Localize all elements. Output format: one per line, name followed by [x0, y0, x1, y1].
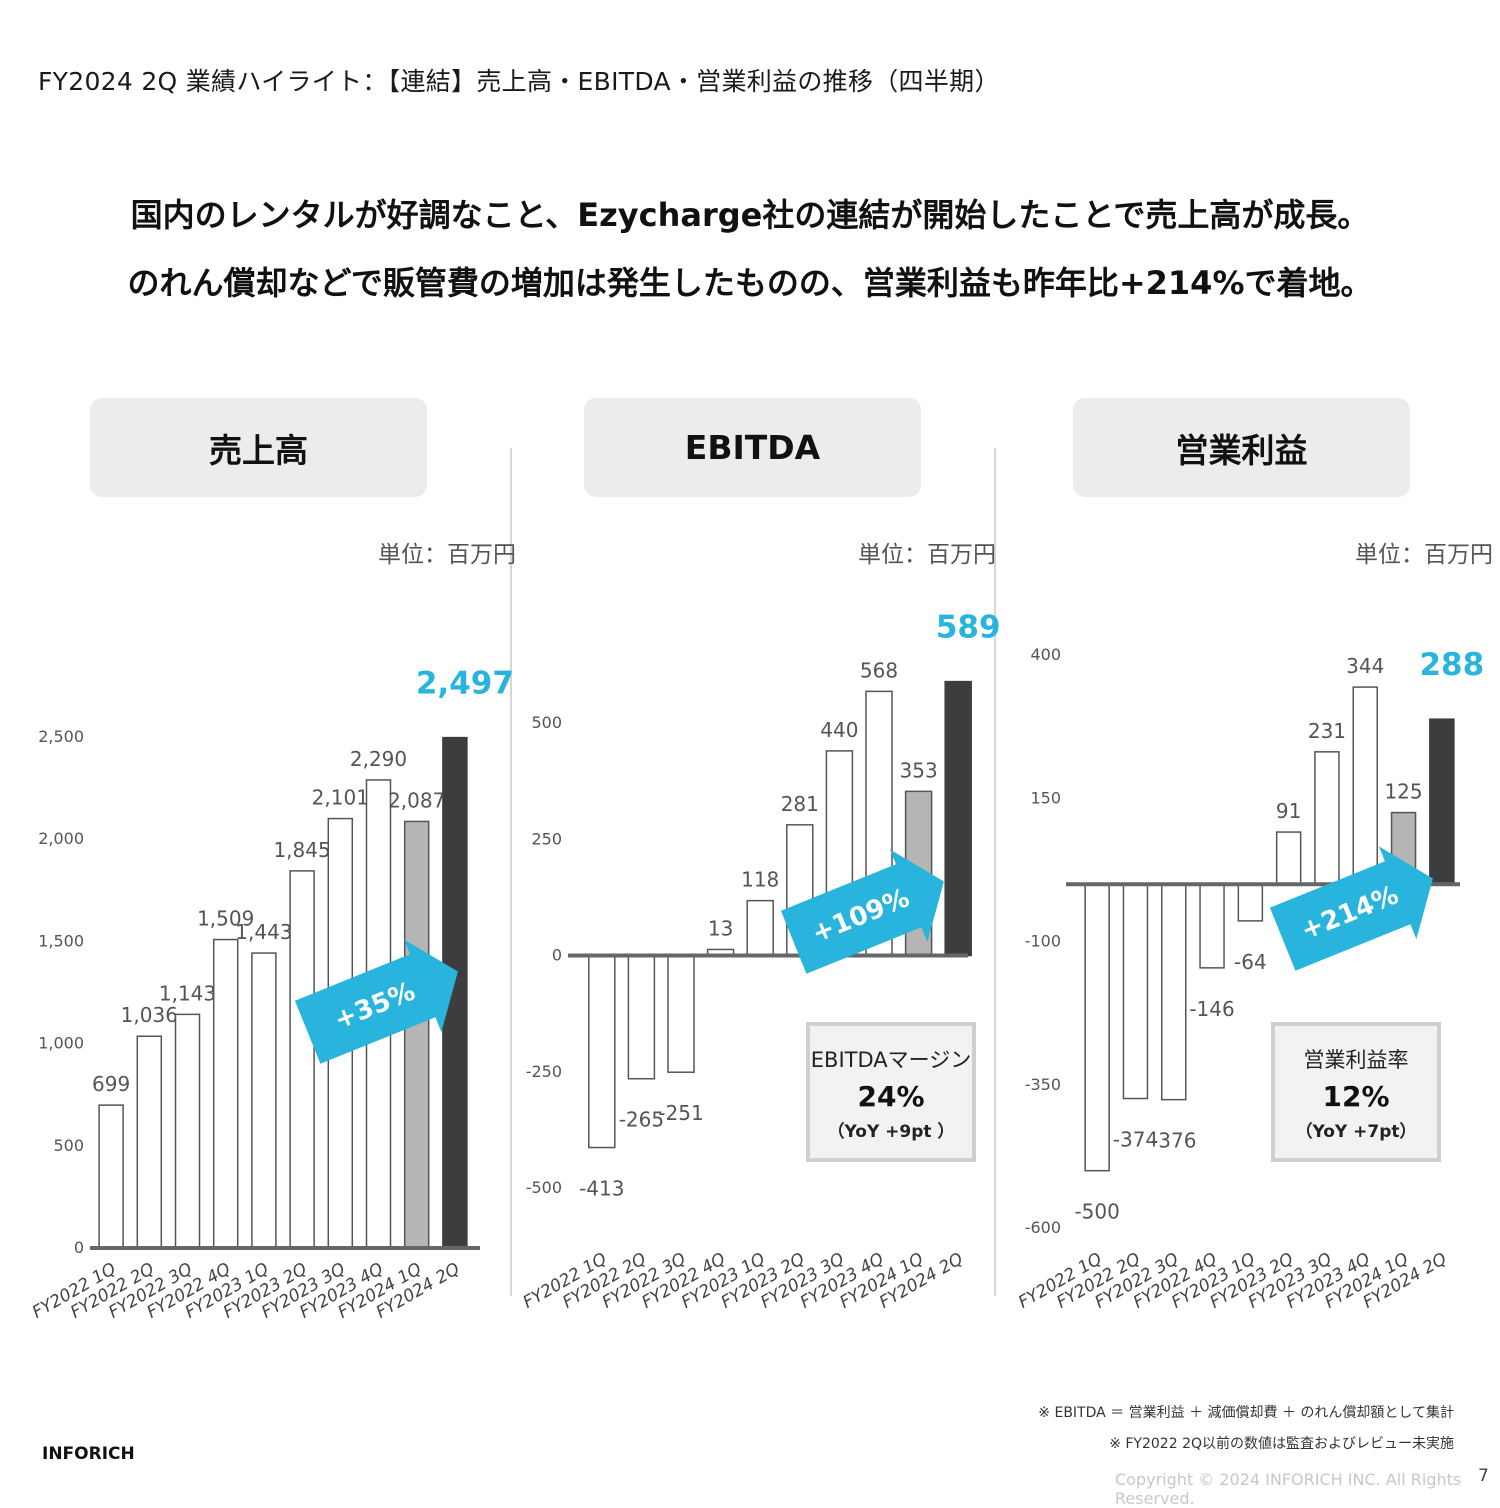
operating-profit-bar	[1314, 751, 1340, 885]
panel-title-ebitda: EBITDA	[584, 398, 921, 497]
ebitda-value-label: 13	[708, 916, 733, 940]
ebitda-value-label: -265	[619, 1108, 664, 1132]
revenue-bar	[212, 938, 239, 1249]
ebitda-value-label: 118	[741, 868, 779, 892]
operating-profit-bar	[1161, 883, 1187, 1101]
ebitda-bar	[588, 954, 616, 1149]
revenue-growth-arrow-shape	[294, 939, 458, 1064]
revenue-bar	[442, 736, 468, 1249]
ebitda-value-label: 281	[781, 792, 819, 816]
operating-profit-value-label: -500	[1074, 1200, 1119, 1224]
revenue-value-label: 2,101	[312, 786, 369, 810]
revenue-bar	[251, 952, 277, 1249]
revenue-value-label: 2,497	[416, 666, 514, 702]
operating-profit-ytick-label: 150	[1030, 788, 1061, 807]
operating-profit-ytick-label: -350	[1025, 1075, 1061, 1094]
ebitda-bar	[667, 954, 695, 1073]
operating-profit-bar	[1084, 883, 1110, 1172]
company-logo: INFORICH	[42, 1444, 135, 1464]
revenue-ytick-label: 1,500	[38, 931, 84, 950]
operating-profit-ytick-label: -600	[1025, 1218, 1061, 1237]
page-title: FY2024 2Q 業績ハイライト：【連結】売上高・EBITDA・営業利益の推移…	[38, 67, 1000, 96]
ebitda-margin-box: EBITDAマージン 24% （YoY +9pt ）	[806, 1022, 976, 1162]
revenue-bar	[174, 1013, 201, 1249]
operating-profit-bar	[1237, 883, 1264, 922]
ebitda-margin-label: EBITDAマージン	[810, 1048, 972, 1072]
revenue-ytick-label: 0	[74, 1238, 84, 1257]
revenue-value-label: 699	[92, 1072, 130, 1096]
revenue-bar	[136, 1035, 163, 1249]
revenue-bar	[403, 820, 430, 1249]
ebitda-ytick-label: 500	[531, 713, 562, 732]
operating-profit-value-label: 231	[1308, 719, 1346, 743]
panel-divider	[510, 448, 512, 1296]
operating-profit-value-label: -146	[1189, 997, 1234, 1021]
panel-title-revenue: 売上高	[90, 398, 427, 497]
operating-profit-value-label: 288	[1419, 647, 1484, 683]
footnote-ebitda-definition: ※ EBITDA ＝ 営業利益 ＋ 減価償却費 ＋ のれん償却額として集計	[1038, 1405, 1454, 1421]
revenue-value-label: 1,443	[235, 920, 292, 944]
ebitda-value-label: -251	[658, 1101, 703, 1125]
operating-margin-box: 営業利益率 12% （YoY +7pt）	[1271, 1022, 1441, 1162]
ebitda-value-label: 353	[900, 758, 938, 782]
ebitda-value-label: 440	[820, 718, 858, 742]
page-number: 7	[1478, 1466, 1489, 1486]
operating-profit-value-label: 91	[1276, 799, 1301, 823]
revenue-value-label: 1,509	[197, 907, 254, 931]
ebitda-ytick-label: 250	[531, 829, 562, 848]
ebitda-value-label: 589	[936, 610, 1001, 646]
ebitda-bar	[944, 680, 972, 957]
ebitda-growth-arrow-shape	[780, 849, 944, 974]
revenue-value-label: 1,845	[273, 838, 330, 862]
ebitda-value-label: -413	[579, 1177, 624, 1201]
operating-profit-value-label: 344	[1346, 654, 1384, 678]
ebitda-growth-arrow: +109%	[780, 849, 944, 974]
operating-profit-bar	[1199, 883, 1225, 969]
revenue-value-label: 2,087	[388, 788, 445, 812]
revenue-ytick-label: 1,000	[38, 1034, 84, 1053]
unit-label-ebitda: 単位：百万円	[858, 542, 996, 568]
operating-profit-ytick-label: 400	[1030, 645, 1061, 664]
ebitda-bar	[746, 899, 774, 957]
operating-profit-bar	[1275, 831, 1302, 885]
operating-profit-bar	[1429, 718, 1455, 885]
panel-title-operating-profit: 営業利益	[1073, 398, 1410, 497]
revenue-growth-arrow: +35%	[294, 939, 458, 1064]
ebitda-ytick-label: -500	[526, 1178, 562, 1197]
operating-profit-bar	[1352, 686, 1378, 885]
operating-profit-value-label: -376	[1151, 1129, 1196, 1153]
unit-label-revenue: 単位：百万円	[378, 542, 516, 568]
operating-profit-value-label: -374	[1113, 1128, 1158, 1152]
headline-line-2: のれん償却などで販管費の増加は発生したものの、営業利益も昨年比+214%で着地。	[127, 264, 1373, 302]
unit-label-operating-profit: 単位：百万円	[1355, 542, 1493, 568]
revenue-ytick-label: 500	[53, 1136, 84, 1155]
operating-profit-value-label: 125	[1384, 780, 1422, 804]
ebitda-margin-yoy: （YoY +9pt ）	[827, 1122, 955, 1142]
ebitda-ytick-label: -250	[526, 1062, 562, 1081]
operating-margin-value: 12%	[1322, 1080, 1390, 1113]
panel-divider	[994, 448, 996, 1296]
footnote-audit: ※ FY2022 2Q以前の数値は監査およびレビュー未実施	[1109, 1436, 1454, 1452]
operating-margin-yoy: （YoY +7pt）	[1295, 1122, 1417, 1142]
operating-margin-label: 営業利益率	[1303, 1048, 1409, 1072]
headline-line-1: 国内のレンタルが好調なこと、Ezycharge社の連結が開始したことで売上高が成…	[130, 196, 1370, 234]
revenue-bar	[289, 870, 315, 1249]
revenue-bar	[98, 1104, 124, 1249]
ebitda-bar	[627, 954, 656, 1080]
revenue-value-label: 1,036	[121, 1003, 178, 1027]
operating-profit-value-label: -64	[1234, 950, 1267, 974]
operating-profit-bar	[1122, 883, 1149, 1100]
ebitda-value-label: 568	[860, 658, 898, 682]
revenue-value-label: 2,290	[350, 747, 407, 771]
revenue-ytick-label: 2,500	[38, 727, 84, 746]
operating-profit-ytick-label: -100	[1025, 932, 1061, 951]
copyright: Copyright © 2024 INFORICH INC. All Right…	[1115, 1470, 1462, 1508]
revenue-ytick-label: 2,000	[38, 829, 84, 848]
ebitda-ytick-label: 0	[552, 946, 562, 965]
ebitda-margin-value: 24%	[857, 1080, 925, 1113]
revenue-value-label: 1,143	[159, 981, 216, 1005]
operating-profit-growth-arrow-shape	[1269, 846, 1433, 971]
